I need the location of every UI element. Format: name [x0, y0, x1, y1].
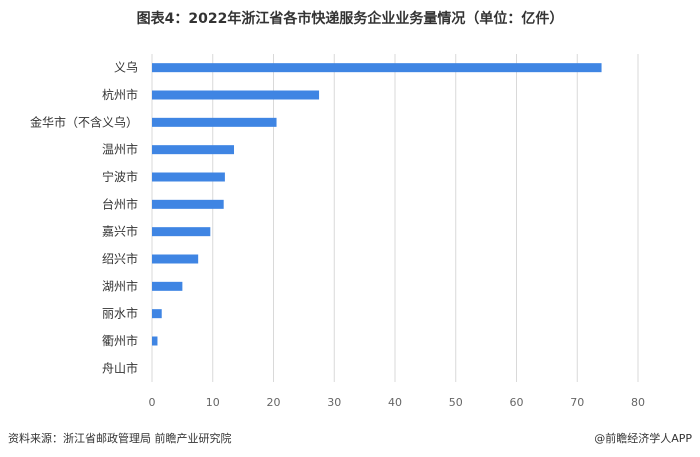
x-tick-label: 60	[510, 396, 524, 409]
category-label: 舟山市	[102, 360, 138, 375]
category-label: 湖州市	[102, 278, 138, 293]
x-tick-label: 70	[570, 396, 584, 409]
x-tick-label: 20	[267, 396, 281, 409]
bar-0	[152, 63, 602, 73]
category-label: 衢州市	[102, 333, 138, 348]
category-label: 宁波市	[102, 169, 138, 184]
category-label: 绍兴市	[102, 251, 138, 266]
x-tick-labels: 0 10 20 30 40 50 60 70 80	[149, 396, 646, 409]
x-tick-label: 50	[449, 396, 463, 409]
category-label: 金华市（不含义乌）	[30, 114, 138, 129]
chart-title: 图表4：2022年浙江省各市快递服务企业业务量情况（单位：亿件）	[136, 11, 564, 27]
bar-5	[152, 199, 224, 209]
x-tick-label: 30	[327, 396, 341, 409]
category-label: 义乌	[114, 60, 138, 75]
category-label: 台州市	[102, 196, 138, 211]
bar-10	[152, 336, 158, 346]
bar-6	[152, 227, 211, 237]
category-label: 丽水市	[102, 306, 138, 321]
category-label: 温州市	[102, 142, 138, 157]
x-tick-label: 40	[388, 396, 402, 409]
category-label: 嘉兴市	[102, 224, 138, 239]
bar-1	[152, 90, 320, 100]
grid-lines	[151, 54, 639, 382]
x-tick-label: 80	[631, 396, 645, 409]
bar-4	[152, 172, 225, 182]
bar-9	[152, 309, 162, 319]
bar-7	[152, 254, 199, 264]
brand-credit: @前瞻经济学人APP	[594, 432, 692, 445]
x-tick-label: 0	[149, 396, 156, 409]
bars	[152, 63, 602, 346]
bar-3	[152, 145, 235, 155]
bar-2	[152, 117, 277, 127]
x-tick-label: 10	[206, 396, 220, 409]
category-label: 杭州市	[102, 87, 138, 102]
bar-8	[152, 281, 183, 291]
source-note: 资料来源：浙江省邮政管理局 前瞻产业研究院	[8, 432, 232, 445]
